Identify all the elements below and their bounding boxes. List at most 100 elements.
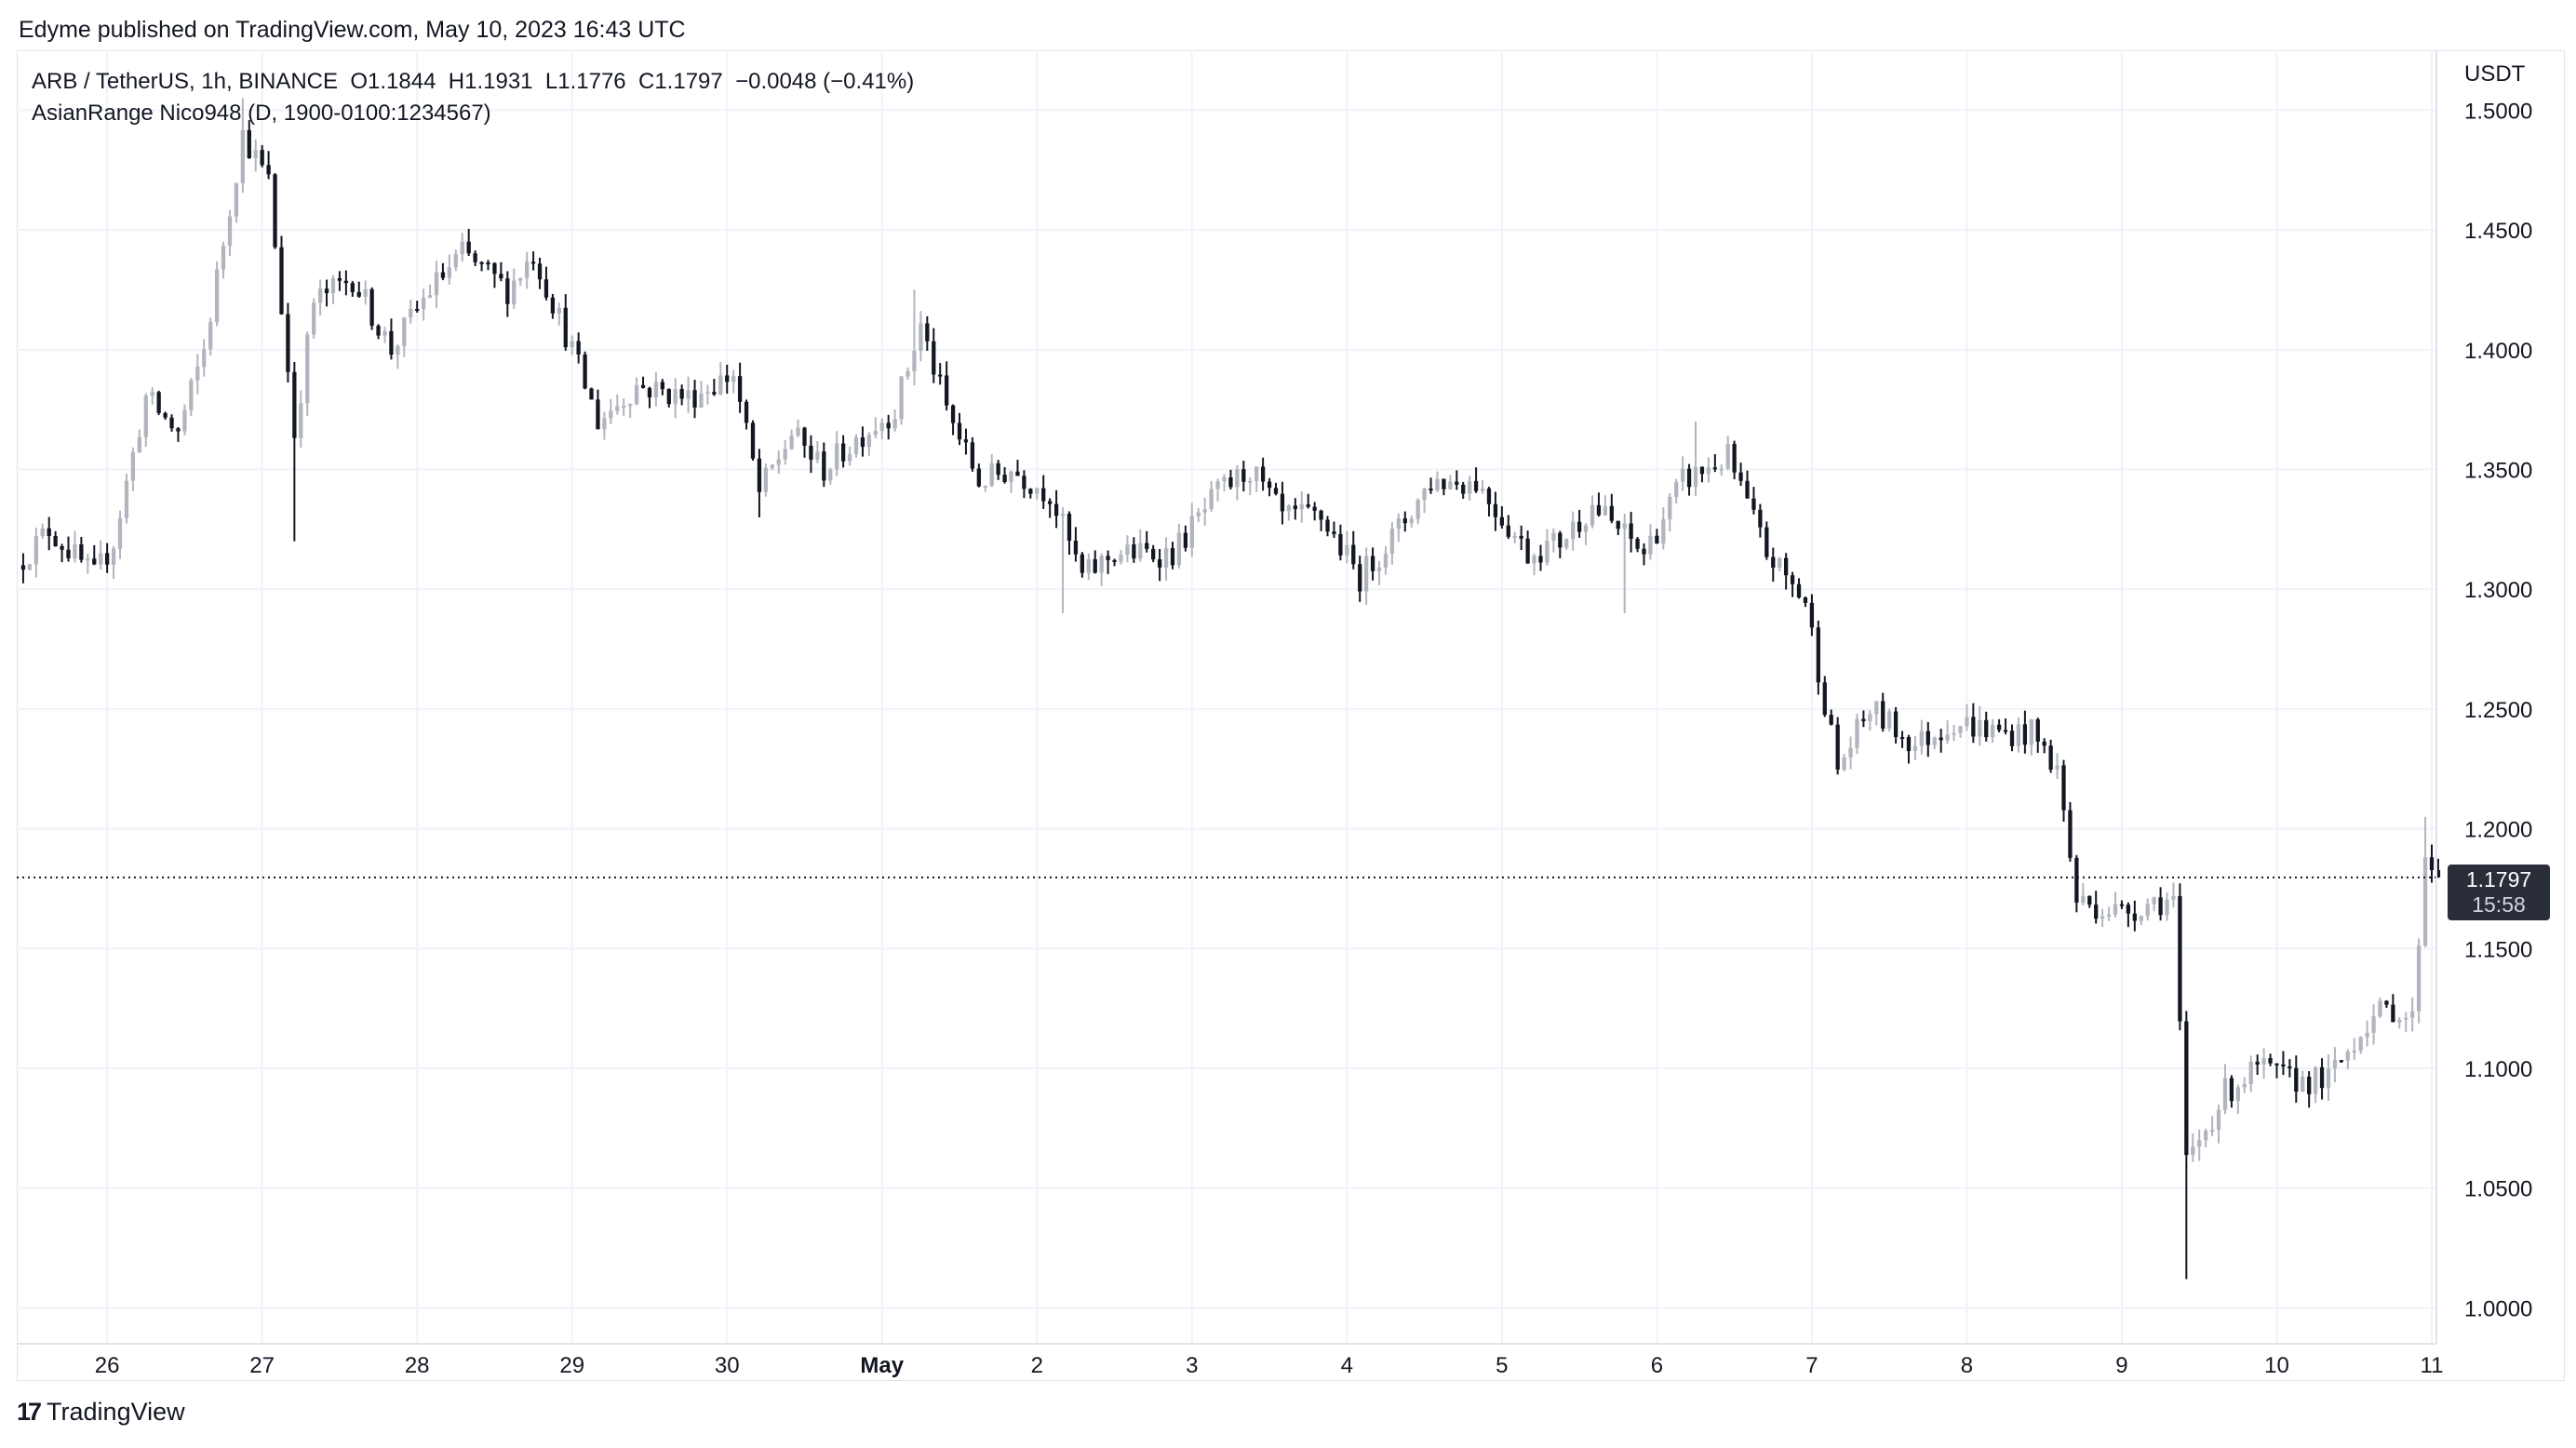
candle (286, 302, 290, 382)
candle-body (117, 517, 123, 549)
candle-body (2313, 1066, 2318, 1094)
price-axis-labels: 1.5000 1.4500 1.4000 1.3500 1.3000 1.2500 1.20… (2464, 99, 2532, 1321)
candle-body (492, 262, 497, 275)
candle (563, 294, 568, 351)
candle-body (1306, 503, 1310, 507)
candle-body (622, 406, 626, 409)
candle-body (2209, 1130, 2215, 1133)
symbol-label[interactable]: ARB / TetherUS, 1h, BINANCE (32, 69, 339, 94)
candle (227, 209, 233, 257)
candle (1758, 503, 1763, 538)
candle-body (1809, 602, 1815, 628)
candle (2106, 906, 2112, 921)
candle-body (1706, 467, 1711, 475)
candle (1370, 547, 1375, 581)
candle-body (2068, 810, 2073, 858)
candle (1132, 537, 1136, 563)
candle-body (970, 442, 975, 469)
candle-body (1965, 717, 1969, 727)
candle (447, 254, 452, 285)
candle-body (660, 382, 665, 390)
candle (602, 411, 607, 440)
candle (1874, 701, 1879, 726)
candle (1796, 578, 1802, 599)
candle-body (1829, 715, 1833, 725)
candle (324, 279, 329, 307)
candle (647, 386, 652, 409)
candle-body (2288, 1066, 2292, 1069)
candle (1435, 471, 1440, 493)
candle-body (415, 308, 420, 311)
candle-body (1093, 558, 1097, 573)
close-value: 1.1797 (654, 69, 723, 94)
candle-body (1590, 504, 1595, 526)
candle-body (1816, 627, 1820, 683)
candle (1751, 487, 1756, 515)
candle (1809, 594, 1815, 637)
candle (53, 530, 58, 547)
candle (434, 261, 439, 308)
candle-body (1745, 480, 1750, 499)
candle (163, 411, 168, 421)
currency-label[interactable]: USDT (2464, 61, 2526, 87)
tradingview-logo[interactable]: 17 TradingView (17, 1398, 185, 1427)
candle-body (512, 280, 517, 304)
candle-body (1073, 540, 1079, 555)
candle (2384, 999, 2389, 1009)
candle-body (350, 283, 355, 292)
candle (1389, 521, 1395, 565)
candle-body (1422, 489, 1427, 501)
price-tick-label: 1.3000 (2464, 578, 2532, 603)
candle-body (1196, 512, 1201, 516)
candle (1732, 440, 1737, 480)
candle (802, 426, 807, 458)
candle-body (789, 436, 794, 449)
candle-body (2029, 719, 2033, 745)
candle-body (1751, 498, 1756, 510)
candle (1009, 470, 1013, 493)
candle (1067, 511, 1072, 556)
candle (932, 328, 936, 383)
candle (1254, 466, 1259, 492)
candle (460, 233, 464, 262)
candle-body (466, 241, 471, 254)
candle-body (2416, 945, 2422, 1012)
candle (1396, 513, 1401, 543)
candle (809, 435, 813, 474)
last-price-tag: 1.1797 15:58 (2448, 865, 2550, 920)
candle-body (1771, 556, 1776, 568)
candle (350, 281, 355, 297)
candle-body (1887, 711, 1892, 729)
candle (1299, 490, 1304, 523)
candle (47, 516, 51, 551)
candle-body (1635, 538, 1640, 549)
candle (1680, 456, 1685, 491)
candle-body (240, 129, 245, 183)
candle (2003, 718, 2008, 735)
candle-body (1564, 539, 1569, 548)
symbol-legend[interactable]: ARB / TetherUS, 1h, BINANCE O1.1844 H1.1… (32, 69, 914, 95)
candle (725, 364, 730, 395)
price-tick-label: 1.0500 (2464, 1177, 2532, 1202)
candle-body (2248, 1061, 2253, 1085)
candle-body (292, 371, 297, 438)
candle (466, 228, 471, 257)
candle-body (389, 330, 394, 355)
candle (976, 463, 981, 488)
time-tick-label: 8 (1961, 1353, 1973, 1378)
candle (1383, 545, 1389, 575)
candle-body (2435, 870, 2441, 878)
candle-body (330, 278, 336, 294)
candle-body (822, 451, 826, 481)
candle (2165, 892, 2169, 921)
candle (273, 172, 277, 249)
candle-body (1060, 514, 1066, 516)
candle (1338, 524, 1343, 561)
candle-body (1189, 516, 1194, 548)
candle-body (815, 451, 820, 460)
candle (2435, 858, 2441, 878)
candle (1119, 549, 1123, 565)
candle-body (944, 375, 949, 406)
indicator-legend[interactable]: AsianRange Nico948 (D, 1900-0100:1234567… (32, 101, 491, 126)
